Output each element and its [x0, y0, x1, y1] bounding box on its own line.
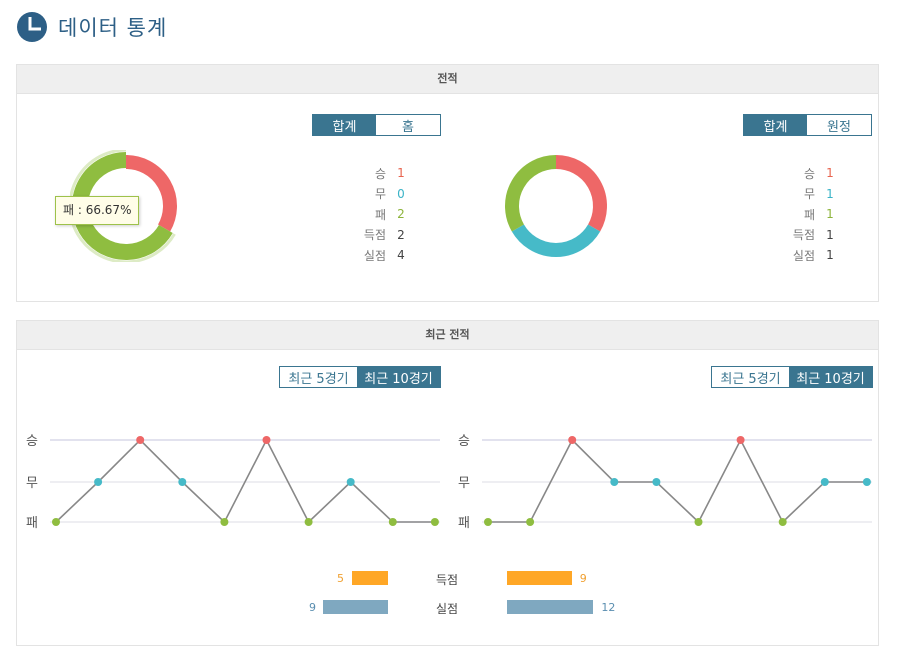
stat-label: 승	[374, 166, 386, 181]
tab-recent-5-left[interactable]: 최근 5경기	[280, 367, 357, 387]
stat-label: 무	[803, 187, 815, 202]
recent-right-tabs: 최근 5경기 최근 10경기	[711, 366, 873, 388]
result-point[interactable]	[526, 518, 535, 526]
recent-left-tabs: 최근 5경기 최근 10경기	[279, 366, 441, 388]
result-point[interactable]	[652, 478, 661, 486]
donut-slice-draw[interactable]	[511, 224, 601, 257]
goals-against-label: 실점	[435, 602, 459, 616]
result-point[interactable]	[430, 518, 439, 526]
stat-value: 1	[826, 207, 834, 222]
result-point[interactable]	[484, 518, 492, 526]
page-title: 데이터 통계	[58, 16, 168, 40]
result-line	[488, 438, 867, 524]
result-point[interactable]	[136, 436, 145, 444]
result-point[interactable]	[262, 436, 271, 444]
result-point[interactable]	[820, 478, 829, 486]
record-right-donut	[505, 155, 607, 257]
stat-label: 득점	[363, 228, 386, 243]
stat-label: 패	[803, 207, 815, 222]
stat-value: 2	[397, 227, 405, 242]
record-panel-title: 전적	[17, 65, 878, 94]
record-right-tabs: 합계 원정	[743, 114, 872, 136]
goals-for-right-value: 9	[579, 572, 587, 585]
tab-recent-10-left[interactable]: 최근 10경기	[357, 367, 440, 387]
tab-recent-5-right[interactable]: 최근 5경기	[712, 367, 789, 387]
result-point[interactable]	[778, 518, 787, 526]
goals-against-right-bar	[507, 600, 594, 614]
result-point[interactable]	[94, 478, 103, 486]
stat-value: 4	[397, 248, 405, 263]
result-point[interactable]	[178, 478, 187, 486]
goals-for-right-bar	[507, 571, 572, 585]
result-point[interactable]	[694, 518, 703, 526]
result-line	[55, 438, 435, 524]
stat-row-goals-against: 실점 4	[346, 245, 416, 266]
stat-label: 무	[374, 187, 386, 202]
donut-tooltip: 패 : 66.67%	[55, 196, 139, 225]
result-point[interactable]	[610, 478, 619, 486]
donut-slice-win[interactable]	[125, 155, 177, 232]
goals-for-left-bar	[352, 571, 388, 585]
recent-panel-title: 최근 전적	[17, 321, 878, 350]
stat-value: 1	[826, 248, 834, 263]
stat-label: 실점	[363, 248, 386, 263]
stat-row-goals-against: 실점 1	[775, 245, 845, 266]
donut-slice-halo	[70, 150, 176, 262]
y-label-draw: 무	[458, 476, 470, 491]
result-point[interactable]	[220, 518, 229, 526]
result-point[interactable]	[304, 518, 313, 526]
result-point[interactable]	[568, 436, 577, 444]
tab-total-right[interactable]: 합계	[744, 115, 807, 135]
goals-for-left-value: 5	[337, 572, 344, 585]
goals-against-right-value: 12	[601, 601, 616, 614]
stat-value: 2	[397, 207, 405, 222]
stat-row-goals-for: 득점 2	[346, 225, 416, 246]
goals-against-left-value: 9	[309, 601, 316, 614]
y-label-win: 승	[26, 434, 38, 449]
tab-total-left[interactable]: 합계	[313, 115, 376, 135]
tab-away[interactable]: 원정	[807, 115, 871, 135]
donut-slice-loss[interactable]	[505, 155, 557, 232]
donut-slice-win[interactable]	[555, 155, 607, 232]
y-label-loss: 패	[458, 516, 470, 531]
stat-label: 승	[803, 166, 815, 181]
recent-right-line-chart	[482, 436, 872, 526]
goals-for-label: 득점	[435, 573, 459, 587]
stat-value: 1	[826, 166, 834, 181]
result-point[interactable]	[862, 478, 871, 486]
stat-value: 1	[826, 186, 834, 201]
pie-chart-icon	[17, 12, 47, 42]
donut-slice-loss[interactable]	[72, 152, 173, 260]
stat-row-goals-for: 득점 1	[775, 225, 845, 246]
result-point[interactable]	[388, 518, 397, 526]
recent-left-line-chart	[50, 436, 440, 526]
result-point[interactable]	[736, 436, 745, 444]
stat-label: 득점	[792, 228, 815, 243]
stat-value: 1	[826, 227, 834, 242]
result-point[interactable]	[346, 478, 355, 486]
stat-label: 실점	[792, 248, 815, 263]
y-label-loss: 패	[26, 516, 38, 531]
result-point[interactable]	[52, 518, 60, 526]
goals-against-left-bar	[323, 600, 388, 614]
stat-label: 패	[374, 207, 386, 222]
tab-recent-10-right[interactable]: 최근 10경기	[789, 367, 872, 387]
page-header: 데이터 통계	[16, 9, 167, 45]
stat-value: 1	[397, 166, 405, 181]
stat-value: 0	[397, 186, 405, 201]
record-left-tabs: 합계 홈	[312, 114, 441, 136]
record-left-donut	[70, 150, 177, 262]
tab-home[interactable]: 홈	[376, 115, 440, 135]
y-label-win: 승	[458, 434, 470, 449]
y-label-draw: 무	[26, 476, 38, 491]
